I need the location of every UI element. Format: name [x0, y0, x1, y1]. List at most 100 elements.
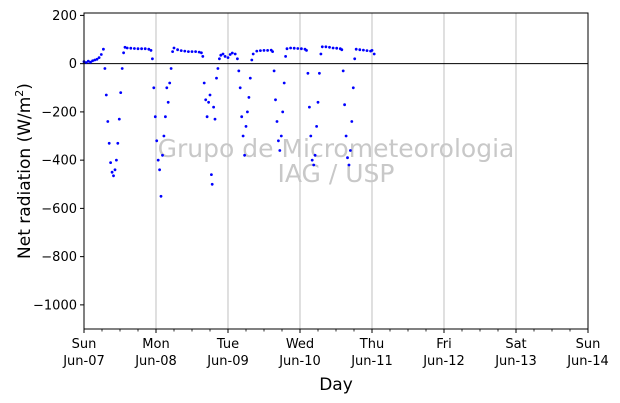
x-tick-date-5: Jun-12: [422, 354, 465, 369]
data-point-0-115: [312, 163, 316, 167]
y-tick-label-3: −400: [41, 154, 77, 169]
x-tick-day-6: Sat: [505, 337, 526, 352]
data-point-0-94: [271, 50, 274, 53]
data-point-0-3: [89, 60, 92, 64]
x-tick-date-0: Jun-07: [62, 354, 105, 369]
data-point-0-43: [165, 86, 169, 90]
data-point-0-22: [120, 67, 124, 70]
data-point-0-124: [331, 46, 335, 50]
data-point-0-2: [86, 59, 90, 63]
data-point-0-74: [228, 53, 232, 56]
x-tick-date-3: Jun-10: [278, 354, 321, 369]
watermark: Grupo de Micrometeorologia IAG / USP: [158, 134, 515, 188]
data-point-0-137: [354, 47, 358, 51]
data-point-0-101: [281, 110, 285, 114]
y-axis-ticks: 200 0 −200 −400 −600 −800 −1000: [33, 9, 84, 313]
data-point-0-129: [343, 103, 346, 107]
data-point-0-33: [151, 57, 154, 61]
data-point-0-67: [215, 76, 218, 80]
data-point-0-136: [353, 57, 357, 61]
data-point-0-73: [226, 56, 230, 59]
data-point-0-44: [166, 100, 170, 104]
data-point-0-117: [315, 125, 318, 128]
x-tick-day-0: Sun: [72, 337, 97, 352]
data-point-0-103: [284, 55, 287, 58]
data-point-0-38: [158, 168, 162, 172]
data-point-0-120: [319, 52, 323, 56]
data-point-0-65: [212, 105, 216, 109]
x-tick-day-7: Sun: [576, 337, 601, 352]
data-point-0-6: [95, 57, 99, 61]
data-point-0-10: [103, 67, 107, 70]
data-point-0-140: [365, 49, 369, 52]
y-tick-label-4: −600: [41, 202, 77, 217]
data-point-0-21: [119, 91, 123, 94]
x-axis-ticks: Sun Jun-07 Mon Jun-08 Tue Jun-09 Wed Jun-10 Thu J…: [62, 329, 609, 369]
data-point-0-90: [259, 49, 262, 52]
data-point-0-86: [248, 76, 252, 80]
data-point-0-82: [243, 153, 247, 157]
data-point-0-133: [349, 149, 352, 152]
data-point-0-66: [213, 117, 217, 121]
y-tick-label-6: −1000: [33, 298, 77, 313]
data-point-0-143: [372, 52, 376, 56]
data-points: [82, 45, 376, 198]
x-tick-date-4: Jun-11: [350, 354, 393, 369]
data-point-0-111: [306, 71, 310, 75]
data-point-0-58: [202, 81, 206, 85]
data-point-0-121: [320, 45, 324, 49]
data-point-0-85: [247, 96, 251, 99]
data-point-0-105: [289, 46, 292, 50]
data-point-0-77: [236, 57, 239, 61]
data-point-0-139: [362, 48, 365, 52]
watermark-line-1: Grupo de Micrometeorologia: [158, 134, 515, 163]
x-tick-day-5: Fri: [436, 337, 452, 352]
data-point-0-69: [218, 57, 221, 61]
data-point-0-75: [230, 51, 234, 55]
data-point-0-104: [285, 47, 289, 51]
data-point-0-42: [164, 115, 167, 119]
data-point-0-96: [274, 98, 277, 102]
data-point-0-15: [110, 170, 114, 174]
data-point-0-51: [183, 49, 187, 53]
y-tick-label-2: −200: [41, 105, 77, 120]
data-point-0-134: [350, 120, 354, 123]
data-point-0-88: [251, 52, 255, 56]
data-point-0-92: [266, 49, 269, 52]
data-point-0-48: [172, 46, 176, 50]
data-point-0-114: [310, 158, 314, 162]
data-point-0-72: [223, 55, 227, 58]
data-point-0-108: [300, 47, 303, 51]
data-point-0-56: [200, 51, 203, 55]
data-point-0-18: [115, 158, 118, 162]
data-point-0-125: [335, 46, 339, 50]
data-point-0-60: [205, 115, 209, 119]
gridlines: [155, 13, 517, 329]
data-point-0-63: [210, 173, 213, 177]
data-point-0-142: [370, 49, 374, 52]
data-point-0-1: [84, 61, 88, 64]
x-tick-date-2: Jun-09: [206, 354, 249, 369]
data-point-0-16: [112, 174, 115, 178]
data-point-0-23: [122, 51, 125, 55]
data-point-0-132: [347, 163, 351, 167]
data-point-0-123: [328, 45, 331, 49]
data-point-0-80: [240, 115, 244, 119]
data-point-0-116: [313, 153, 317, 157]
data-point-0-61: [207, 100, 211, 104]
data-point-0-40: [161, 153, 164, 157]
data-point-0-4: [91, 59, 94, 63]
x-tick-day-3: Wed: [286, 337, 314, 352]
data-point-0-106: [292, 46, 296, 50]
data-point-0-95: [272, 69, 276, 73]
data-point-0-91: [262, 49, 266, 52]
x-tick-day-4: Thu: [359, 337, 384, 352]
data-point-0-30: [143, 47, 147, 51]
data-point-0-62: [208, 93, 212, 97]
data-point-0-102: [282, 81, 286, 85]
data-point-0-35: [153, 115, 157, 119]
data-point-0-71: [221, 52, 225, 56]
data-point-0-49: [176, 48, 180, 52]
data-point-0-50: [179, 49, 183, 52]
